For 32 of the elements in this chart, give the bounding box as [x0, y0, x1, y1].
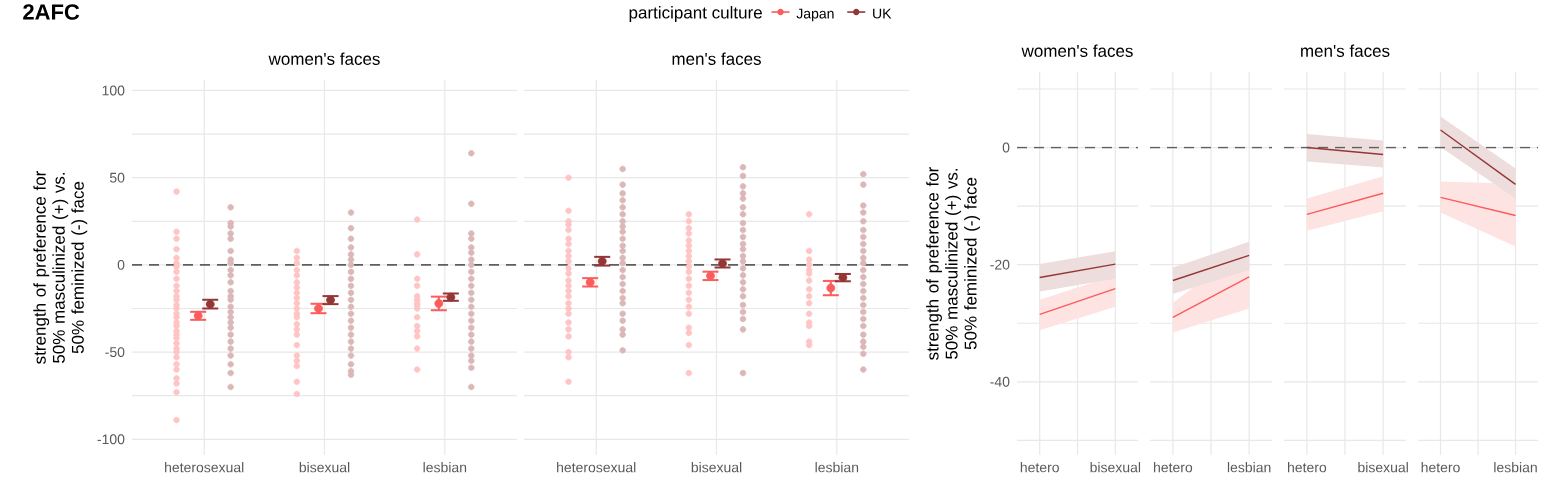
y-tick-label: 0: [1002, 142, 1010, 153]
y-axis-title: strength of preference for 50% masculinized (+) vs. 50% feminized (-) face: [926, 166, 980, 360]
chart-title: women's faces: [1021, 44, 1133, 57]
x-tick-label: bisexual: [299, 462, 350, 473]
x-tick-label: lesbian: [1494, 462, 1537, 473]
y-tick-label: -40: [990, 376, 1010, 387]
y-tick-label: 0: [117, 259, 125, 270]
chart-title: men's faces: [672, 52, 761, 65]
x-tick-label: hetero: [1154, 462, 1193, 473]
x-tick-label: heterosexual: [165, 462, 244, 473]
x-tick-label: bisexual: [691, 462, 742, 473]
legend-label: UK: [873, 8, 892, 19]
x-tick-label: hetero: [1421, 462, 1460, 473]
x-tick-label: bisexual: [1090, 462, 1141, 473]
y-tick-label: -20: [990, 259, 1010, 270]
legend-label: Japan: [796, 8, 834, 22]
x-tick-label: heterosexual: [557, 462, 636, 473]
y-axis-title: strength of preference for 50% masculinized (+) vs. 50% feminized (-) face: [33, 170, 88, 364]
x-tick-label: hetero: [1020, 462, 1059, 473]
y-tick-label: 50: [109, 172, 125, 183]
y-tick-label: -100: [97, 434, 125, 445]
x-tick-label: lesbian: [423, 462, 467, 473]
x-tick-label: hetero: [1288, 462, 1327, 473]
text: 2AFC: [23, 4, 80, 20]
y-tick-label: 100: [102, 85, 125, 96]
x-tick-label: lesbian: [815, 462, 859, 473]
chart-title: women's faces: [268, 52, 380, 65]
y-tick-label: -50: [105, 347, 125, 358]
x-tick-label: lesbian: [1227, 462, 1271, 473]
chart-title: men's faces: [1301, 44, 1390, 57]
legend-title: participant culture: [629, 6, 762, 22]
x-tick-label: bisexual: [1358, 462, 1408, 473]
